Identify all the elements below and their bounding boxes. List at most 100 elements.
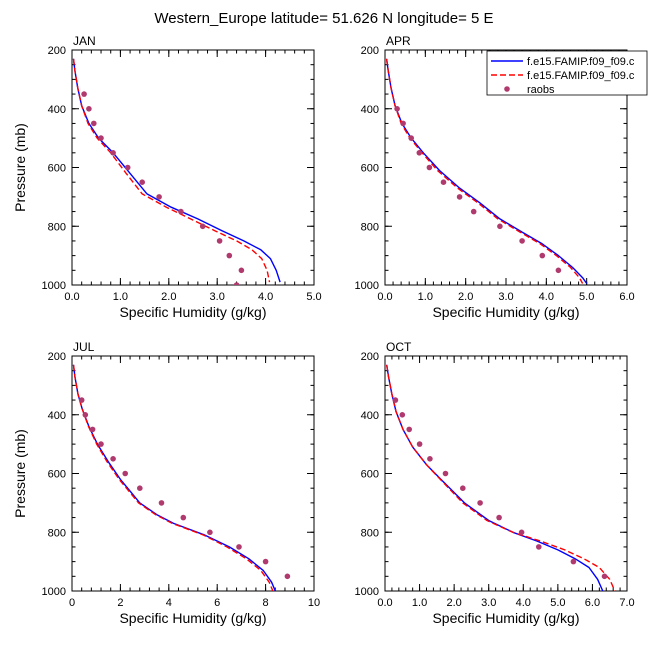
y-tick-label: 800 <box>361 527 379 539</box>
x-axis-label: Specific Humidity (g/kg) <box>432 610 579 626</box>
x-tick-label: 4.0 <box>516 597 531 609</box>
raob-point <box>89 426 96 433</box>
raob-point <box>199 223 206 230</box>
x-axis-label: Specific Humidity (g/kg) <box>432 304 579 320</box>
raob-point <box>262 558 269 565</box>
legend-marker <box>504 86 510 92</box>
raob-point <box>399 412 406 418</box>
raob-point <box>536 544 542 550</box>
raob-point <box>539 252 546 259</box>
y-tick-label: 1000 <box>42 280 66 292</box>
raob-point <box>497 223 503 230</box>
plot-frame <box>71 49 315 286</box>
x-tick-label: 5.0 <box>306 291 321 303</box>
raob-point <box>207 529 213 536</box>
raob-point <box>110 150 116 156</box>
x-tick-label: 7.0 <box>619 597 634 609</box>
raob-point <box>82 412 89 418</box>
x-tick-label: 0.0 <box>377 597 392 609</box>
panel-label: JUL <box>73 340 95 354</box>
chart-panel-oct: 0.0 1.0 2.0 3.0 4.0 5.0 6.0 7.0 200 400 600 800 1000… <box>355 340 635 626</box>
x-tick-label: 2.0 <box>458 291 473 303</box>
raob-point <box>442 470 449 477</box>
raob-point <box>78 397 85 403</box>
raob-point <box>156 194 162 200</box>
series-line-2 <box>72 58 271 283</box>
raob-point <box>98 441 104 447</box>
x-tick-label: 1.0 <box>113 291 128 303</box>
y-tick-label: 400 <box>48 104 66 116</box>
y-tick-label: 400 <box>361 410 379 422</box>
figure-title: Western_Europe latitude= 51.626 N longit… <box>154 10 493 27</box>
x-tick-label: 2.0 <box>446 597 461 609</box>
y-tick-label: 200 <box>48 45 66 57</box>
raob-point <box>236 544 242 550</box>
raob-point <box>91 120 97 127</box>
raob-point <box>86 106 92 112</box>
raob-point <box>81 91 87 97</box>
chart-panel-jul: 0 2 4 6 8 10 200 400 600 800 1000 JUL Specific Humid… <box>12 340 320 626</box>
raob-point <box>518 529 525 536</box>
y-tick-label: 1000 <box>42 586 66 598</box>
raob-point <box>180 514 187 521</box>
x-tick-label: 2.0 <box>161 291 176 303</box>
y-tick-label: 400 <box>48 410 66 422</box>
x-tick-label: 5.0 <box>579 291 594 303</box>
y-tick-label: 200 <box>361 45 379 57</box>
x-tick-label: 1.0 <box>418 291 433 303</box>
x-tick-label: 3.0 <box>498 291 513 303</box>
y-tick-label: 600 <box>361 163 379 175</box>
series-line-2 <box>72 364 274 591</box>
y-tick-label: 800 <box>361 221 379 233</box>
raob-point <box>456 194 463 200</box>
raob-point <box>496 514 502 521</box>
raob-point <box>427 456 433 462</box>
raob-point <box>440 179 447 185</box>
y-tick-label: 800 <box>48 527 66 539</box>
raob-point <box>233 282 240 285</box>
y-tick-label: 800 <box>48 221 66 233</box>
x-tick-label: 5.0 <box>550 597 565 609</box>
raob-point <box>555 267 562 274</box>
legend-label: f.e15.FAMIP.f09_f09.c <box>527 70 635 82</box>
legend-label: f.e15.FAMIP.f09_f09.c <box>527 56 635 68</box>
x-axis-label: Specific Humidity (g/kg) <box>119 610 266 626</box>
y-axis-label: Pressure (mb) <box>12 429 28 518</box>
raob-point <box>416 441 423 447</box>
raob-point <box>122 470 128 477</box>
y-tick-label: 600 <box>361 469 379 481</box>
series-line-1 <box>72 364 276 591</box>
x-tick-label: 0.0 <box>377 291 392 303</box>
series-group <box>386 364 616 591</box>
x-tick-label: 10 <box>308 597 320 609</box>
panels: 0.0 1.0 2.0 3.0 4.0 5.0 200 400 600 800 1000 JAN Spe… <box>12 34 648 626</box>
x-tick-label: 3.0 <box>481 597 496 609</box>
chart-panel-apr: 0.0 1.0 2.0 3.0 4.0 5.0 6.0 200 400 600 800 1000 APR… <box>355 34 648 320</box>
x-tick-label: 8 <box>263 597 269 609</box>
series-line-2 <box>386 364 616 591</box>
raob-point <box>216 238 223 244</box>
raob-point <box>98 135 104 141</box>
x-tick-label: 4.0 <box>258 291 273 303</box>
raob-point <box>460 485 466 492</box>
x-axis-label: Specific Humidity (g/kg) <box>119 304 266 320</box>
raob-point <box>392 397 399 403</box>
y-tick-label: 200 <box>48 351 66 363</box>
raob-point <box>226 252 233 259</box>
x-tick-label: 3.0 <box>210 291 225 303</box>
x-tick-label: 4.0 <box>539 291 554 303</box>
raob-point <box>426 164 433 171</box>
series-line-2 <box>385 58 584 284</box>
raob-point <box>416 150 423 156</box>
x-tick-label: 1.0 <box>412 597 427 609</box>
chart-panel-jan: 0.0 1.0 2.0 3.0 4.0 5.0 200 400 600 800 1000 JAN Spe… <box>12 34 322 320</box>
raob-point <box>124 164 131 171</box>
legend-box <box>486 50 648 96</box>
raob-point <box>470 208 477 215</box>
raob-point <box>570 558 577 565</box>
x-tick-label: 0.0 <box>64 291 79 303</box>
series-line-1 <box>386 364 604 591</box>
plot-frame <box>384 355 628 592</box>
raob-point <box>519 238 525 244</box>
y-tick-label: 600 <box>48 469 66 481</box>
